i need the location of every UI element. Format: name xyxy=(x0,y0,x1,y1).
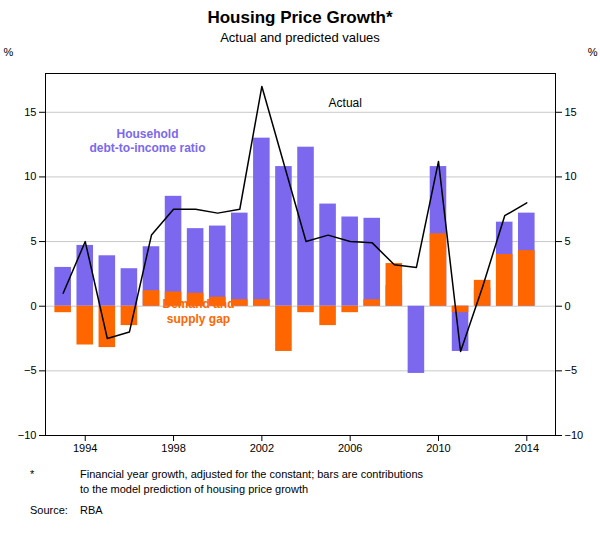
svg-text:−10: −10 xyxy=(18,429,37,441)
svg-text:−5: −5 xyxy=(24,364,37,376)
svg-text:2014: 2014 xyxy=(515,442,539,454)
svg-text:−5: −5 xyxy=(565,364,578,376)
html-text:Financial year growth, adjuste: Financial year growth, adjusted for the … xyxy=(80,468,423,480)
svg-text:−10: −10 xyxy=(565,429,584,441)
svg-text:2006: 2006 xyxy=(338,442,362,454)
html-text:to the model prediction of hou: to the model prediction of housing price… xyxy=(80,482,309,495)
svg-text:5: 5 xyxy=(565,235,571,247)
svg-text:Actual: Actual xyxy=(329,96,362,110)
svg-text:0: 0 xyxy=(30,300,36,312)
html-text:Actual and predicted values: Actual and predicted values xyxy=(220,30,380,45)
html-text:Housing Price Growth*: Housing Price Growth* xyxy=(207,8,393,27)
svg-text:1998: 1998 xyxy=(161,442,185,454)
svg-text:Householddebt-to-income ratio: Householddebt-to-income ratio xyxy=(90,127,206,155)
svg-text:%: % xyxy=(4,46,14,58)
svg-text:%: % xyxy=(588,46,598,58)
svg-text:10: 10 xyxy=(24,170,36,182)
svg-text:5: 5 xyxy=(30,235,36,247)
svg-text:1994: 1994 xyxy=(73,442,97,454)
svg-text:2002: 2002 xyxy=(250,442,274,454)
svg-text:2010: 2010 xyxy=(426,442,450,454)
svg-text:15: 15 xyxy=(565,106,577,118)
svg-text:Demand andsupply gap: Demand andsupply gap xyxy=(162,297,234,325)
svg-text:10: 10 xyxy=(565,170,577,182)
html-text:Source:: Source: xyxy=(30,503,68,516)
svg-text:0: 0 xyxy=(565,300,571,312)
svg-text:15: 15 xyxy=(24,106,36,118)
html-text:RBA: RBA xyxy=(80,503,103,516)
